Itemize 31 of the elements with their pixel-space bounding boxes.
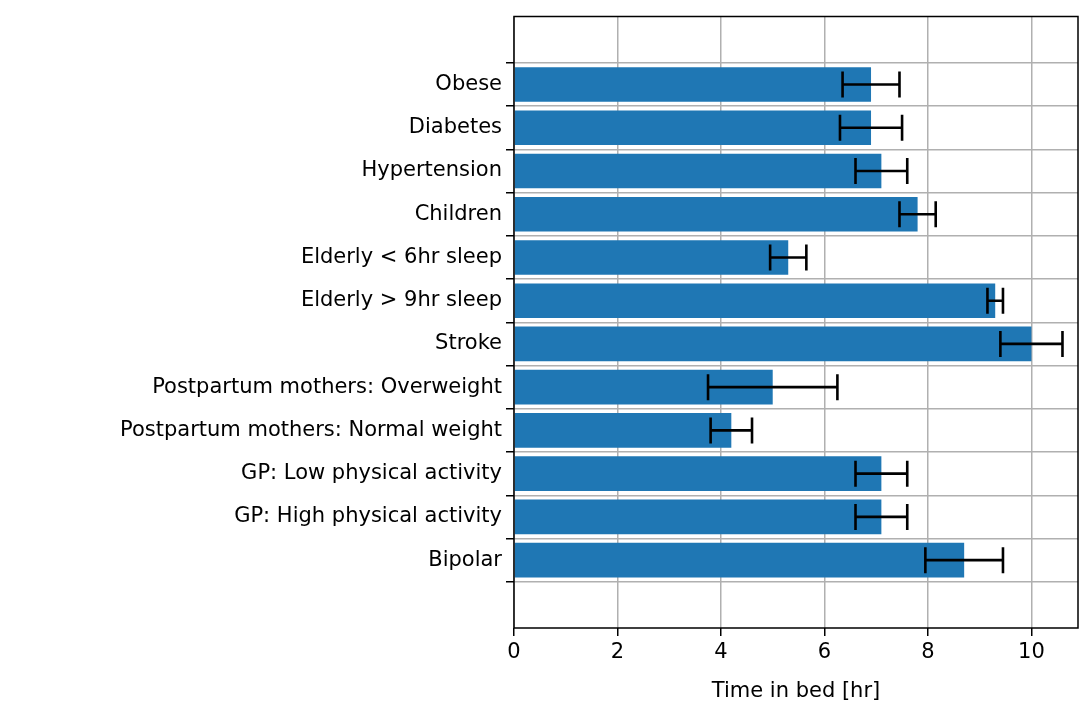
bar bbox=[514, 413, 732, 448]
y-tick-label: Postpartum mothers: Overweight bbox=[152, 373, 502, 398]
x-axis-title: Time in bed [hr] bbox=[710, 677, 881, 702]
y-tick-label: Hypertension bbox=[361, 157, 502, 182]
x-tick-label: 2 bbox=[610, 639, 625, 664]
bar bbox=[514, 153, 882, 189]
bar bbox=[514, 499, 882, 535]
y-tick-label: Stroke bbox=[435, 330, 502, 355]
x-tick-label: 10 bbox=[1018, 639, 1045, 664]
x-tick-label: 8 bbox=[921, 639, 935, 664]
y-tick-label: GP: High physical activity bbox=[234, 503, 502, 528]
bar bbox=[514, 67, 872, 102]
bar bbox=[514, 240, 789, 275]
bar bbox=[514, 283, 996, 318]
bar bbox=[514, 456, 882, 491]
y-tick-label: Diabetes bbox=[408, 114, 502, 139]
bar bbox=[514, 196, 918, 232]
bar bbox=[514, 542, 965, 578]
bar bbox=[514, 326, 1032, 362]
y-tick-label: Elderly < 6hr sleep bbox=[300, 243, 502, 268]
y-tick-label: Bipolar bbox=[428, 546, 503, 571]
y-tick-label: Children bbox=[414, 200, 502, 225]
x-tick-label: 6 bbox=[817, 639, 832, 664]
bar bbox=[514, 369, 773, 405]
y-tick-label: Postpartum mothers: Normal weight bbox=[120, 416, 502, 441]
y-tick-label: Obese bbox=[435, 70, 502, 95]
x-tick-label: 0 bbox=[507, 639, 521, 664]
y-tick-label: GP: Low physical activity bbox=[241, 460, 502, 485]
x-tick-label: 4 bbox=[714, 639, 728, 664]
bar bbox=[514, 110, 872, 145]
y-tick-label: Elderly > 9hr sleep bbox=[300, 287, 502, 312]
